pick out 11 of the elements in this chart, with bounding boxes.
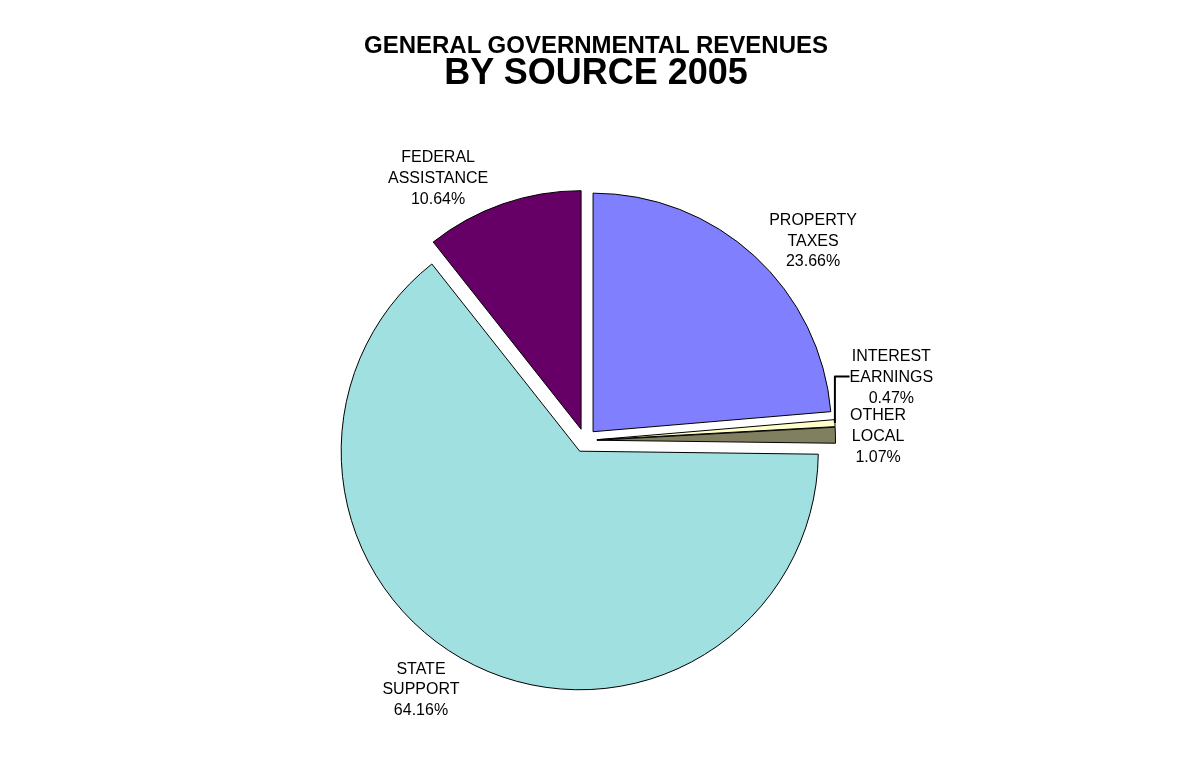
data-label: 64.16% xyxy=(393,701,449,719)
chart-title: GENERAL GOVERNMENTAL REVENUES xyxy=(363,31,829,59)
data-label: 23.66% xyxy=(785,252,841,270)
data-label: 1.07% xyxy=(855,447,901,465)
slice-label: PROPERTY TAXES xyxy=(769,210,858,249)
slice-label: INTEREST EARNINGS xyxy=(849,347,934,386)
slice-label: OTHER LOCAL xyxy=(850,405,907,444)
slice-label: STATE SUPPORT xyxy=(382,659,460,698)
data-label: 10.64% xyxy=(410,190,466,208)
slice-label: FEDERAL ASSISTANCE xyxy=(388,148,489,187)
data-label: 0.47% xyxy=(868,388,915,406)
